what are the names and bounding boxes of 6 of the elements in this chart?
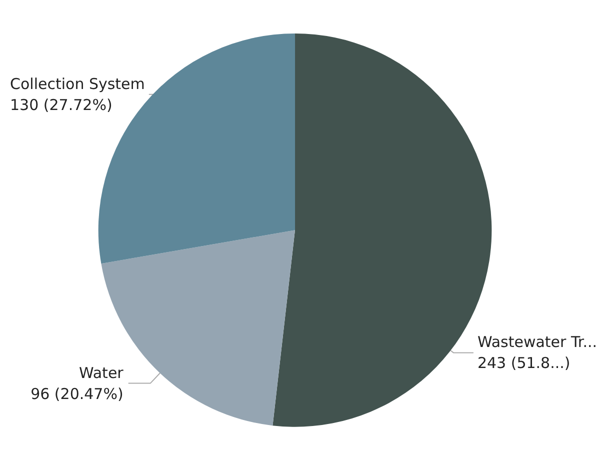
- slice-label: Wastewater Tr...: [477, 333, 597, 352]
- data-label: 96 (20.47%): [30, 384, 124, 403]
- data-label: 130 (27.72%): [10, 96, 112, 114]
- slice-label: Water: [78, 364, 124, 382]
- data-label: 243 (51.8...): [477, 354, 570, 372]
- slice-label: Collection System: [10, 74, 145, 93]
